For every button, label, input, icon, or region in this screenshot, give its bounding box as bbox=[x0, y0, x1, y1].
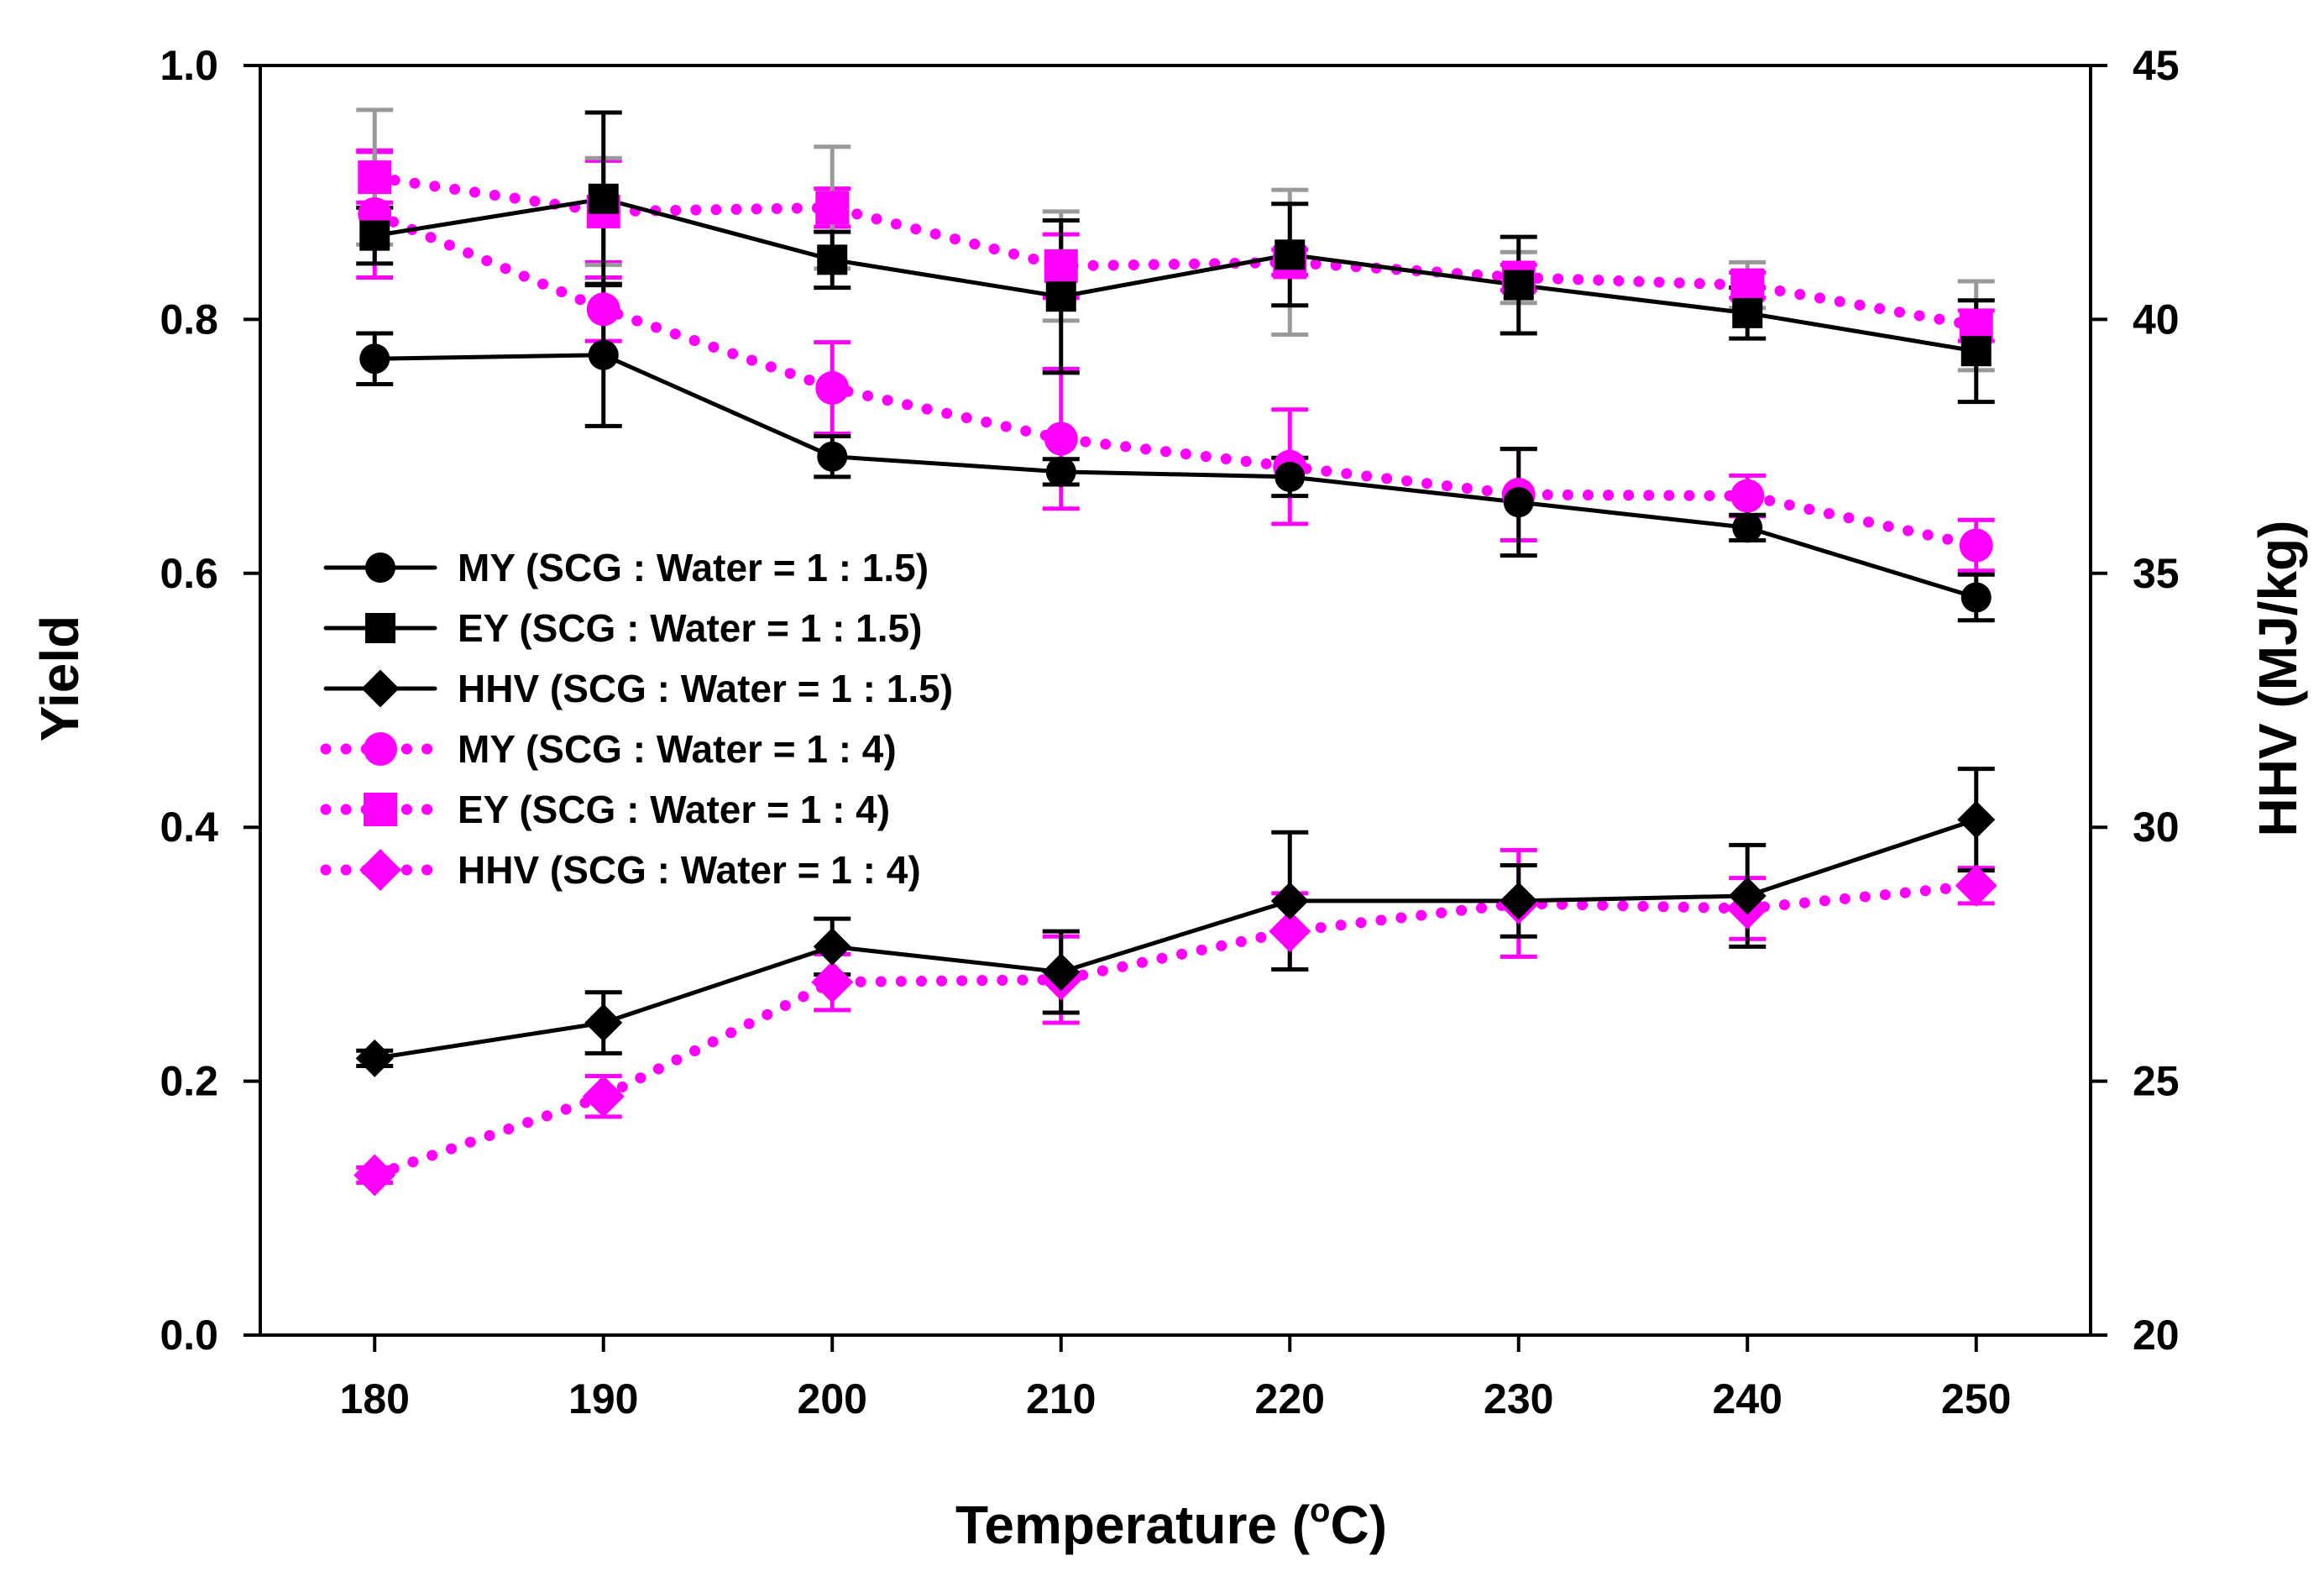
x-tick-label: 190 bbox=[568, 1375, 638, 1422]
legend-label: HHV (SCG : Water = 1 : 1.5) bbox=[458, 667, 953, 710]
data-point bbox=[813, 927, 851, 966]
legend-marker bbox=[365, 553, 395, 583]
legend-label: MY (SCG : Water = 1 : 4) bbox=[458, 727, 897, 771]
legend-marker bbox=[364, 732, 397, 766]
data-point bbox=[815, 191, 850, 225]
data-point bbox=[355, 1039, 394, 1077]
data-point bbox=[588, 183, 619, 214]
legend-marker bbox=[365, 613, 395, 643]
data-point bbox=[353, 1154, 396, 1197]
data-point bbox=[1045, 456, 1076, 487]
data-point bbox=[1732, 297, 1763, 328]
data-point bbox=[1269, 910, 1311, 953]
x-tick-label: 210 bbox=[1026, 1375, 1096, 1422]
data-point bbox=[588, 339, 619, 370]
legend-marker bbox=[359, 849, 401, 891]
y-tick-label: 1.0 bbox=[160, 42, 218, 89]
series-line bbox=[369, 171, 1982, 332]
data-point bbox=[817, 441, 848, 472]
legend-marker bbox=[361, 669, 400, 708]
data-point bbox=[1042, 953, 1081, 992]
data-point bbox=[1500, 882, 1538, 920]
legend: MY (SCG : Water = 1 : 1.5) EY (SCG : Wate… bbox=[320, 546, 953, 892]
x-tick-label: 230 bbox=[1484, 1375, 1553, 1422]
data-point bbox=[359, 343, 390, 374]
data-point bbox=[1960, 336, 1992, 367]
plot-frame bbox=[259, 64, 2092, 1337]
x-axis-title-sup: o bbox=[1310, 1492, 1330, 1529]
series-line bbox=[369, 880, 1982, 1181]
legend-label: HHV (SCG : Water = 1 : 4) bbox=[458, 848, 921, 892]
y-tick-label: 0.0 bbox=[160, 1312, 218, 1359]
data-point bbox=[1044, 249, 1078, 283]
x-axis-title-main: Temperature ( bbox=[955, 1495, 1311, 1555]
y-tick-label: 0.8 bbox=[160, 296, 218, 343]
y2-tick-label: 30 bbox=[2133, 804, 2180, 851]
y2-tick-label: 40 bbox=[2133, 296, 2180, 343]
data-point bbox=[359, 220, 390, 251]
legend-label: MY (SCG : Water = 1 : 1.5) bbox=[458, 546, 929, 589]
data-point bbox=[1275, 239, 1306, 270]
series-line bbox=[372, 196, 1979, 354]
x-tick-label: 220 bbox=[1255, 1375, 1325, 1422]
data-point bbox=[1957, 800, 1996, 839]
x-tick-label: 240 bbox=[1713, 1375, 1782, 1422]
data-point bbox=[1045, 281, 1076, 312]
x-tick-label: 180 bbox=[340, 1375, 410, 1422]
data-point bbox=[1503, 270, 1534, 301]
y-tick-label: 0.4 bbox=[160, 804, 218, 851]
y-axis-title: Yield bbox=[29, 615, 90, 742]
data-point bbox=[1732, 512, 1763, 543]
y-tick-label: 0.2 bbox=[160, 1058, 218, 1105]
series-markers bbox=[353, 160, 1997, 1197]
legend-marker bbox=[364, 793, 397, 826]
data-point bbox=[811, 961, 854, 1003]
data-point bbox=[1503, 487, 1534, 518]
data-point bbox=[584, 1003, 623, 1042]
legend-label: EY (SCG : Water = 1 : 1.5) bbox=[458, 606, 922, 650]
x-axis-title-end: C) bbox=[1330, 1495, 1387, 1555]
data-point bbox=[1960, 582, 1992, 613]
series-lines bbox=[369, 171, 1982, 1181]
data-point bbox=[1044, 422, 1078, 456]
series-line bbox=[372, 817, 1979, 1061]
y2-tick-label: 20 bbox=[2133, 1312, 2180, 1359]
x-tick-label: 250 bbox=[1941, 1375, 2011, 1422]
data-point bbox=[1728, 877, 1767, 915]
data-point bbox=[1730, 268, 1765, 302]
axes-layer: 180 190 200 210 220 230 240 250 0.0 0.2 0.4 0.6 0.8 1… bbox=[160, 42, 2179, 1422]
data-point bbox=[1955, 864, 1997, 907]
x-tick-label: 200 bbox=[798, 1375, 867, 1422]
y2-axis-title: HHV (MJ/kg) bbox=[2248, 521, 2308, 837]
y2-tick-label: 35 bbox=[2133, 550, 2180, 597]
data-point bbox=[1270, 882, 1309, 920]
data-point bbox=[586, 292, 620, 327]
data-point bbox=[358, 160, 392, 195]
y-tick-label: 0.6 bbox=[160, 550, 218, 597]
data-point bbox=[1275, 461, 1306, 492]
data-point bbox=[817, 244, 848, 275]
legend-label: EY (SCG : Water = 1 : 4) bbox=[458, 788, 890, 831]
x-axis-title: Temperature (oC) bbox=[955, 1492, 1387, 1555]
data-point bbox=[1730, 479, 1765, 513]
data-point bbox=[1959, 528, 1993, 563]
series-line bbox=[369, 208, 1982, 552]
y2-tick-label: 25 bbox=[2133, 1058, 2180, 1105]
series-line bbox=[372, 353, 1979, 600]
data-point bbox=[582, 1075, 625, 1118]
data-point bbox=[815, 371, 850, 406]
y2-tick-label: 45 bbox=[2133, 42, 2180, 89]
